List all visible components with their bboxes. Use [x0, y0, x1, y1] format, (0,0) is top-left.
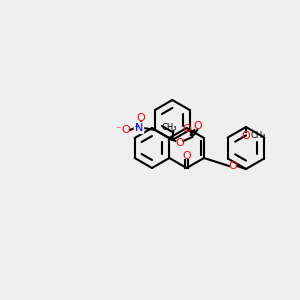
- Text: ⁻: ⁻: [116, 125, 121, 135]
- Text: O: O: [193, 121, 202, 131]
- Text: O: O: [175, 138, 184, 148]
- Text: CH₃: CH₃: [162, 124, 177, 133]
- Text: O: O: [182, 124, 191, 134]
- Text: +: +: [133, 124, 139, 130]
- Text: O: O: [136, 113, 146, 123]
- Text: O: O: [242, 131, 250, 141]
- Text: O: O: [182, 151, 191, 161]
- Text: CH₃: CH₃: [250, 131, 266, 140]
- Text: N: N: [135, 123, 143, 133]
- Text: O: O: [229, 161, 237, 171]
- Text: O: O: [122, 125, 130, 135]
